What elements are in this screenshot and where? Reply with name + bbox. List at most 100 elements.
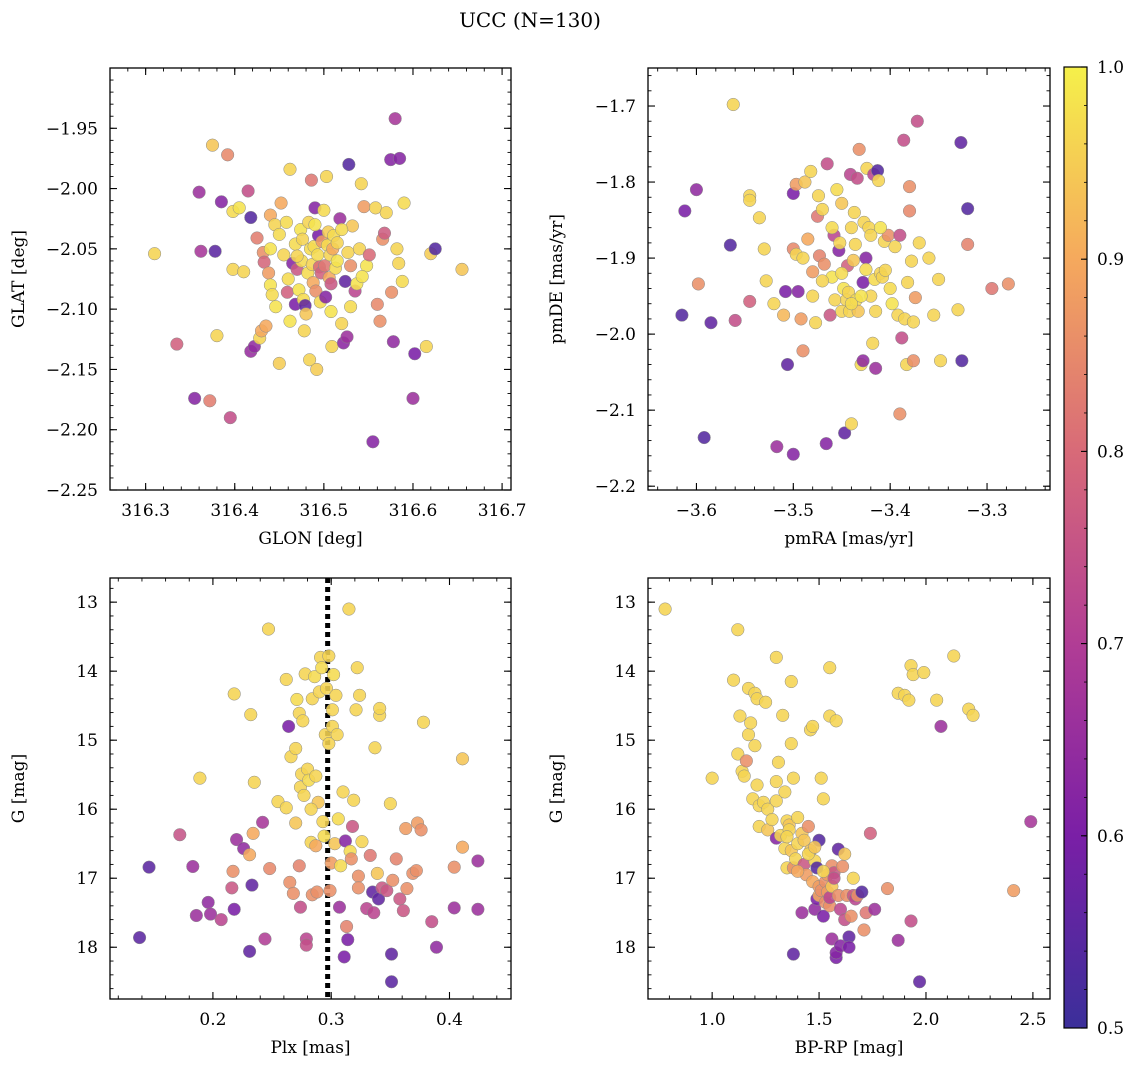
scatter-point	[390, 242, 404, 256]
scatter-point	[299, 307, 313, 321]
scatter-point	[947, 649, 961, 663]
scatter-point	[901, 275, 915, 289]
scatter-point	[388, 112, 402, 126]
scatter-point	[342, 602, 356, 616]
scatter-point	[902, 204, 917, 218]
scatter-point	[776, 708, 790, 722]
scatter-point	[290, 692, 304, 707]
x-tick-label: 316.5	[300, 501, 349, 521]
scatter-point	[856, 354, 870, 368]
scatter-point	[917, 666, 931, 680]
scatter-point	[820, 157, 834, 171]
scatter-point	[274, 196, 288, 210]
scatter-point	[934, 719, 948, 733]
y-tick-label: 16	[76, 800, 98, 820]
y-tick-label: −2.1	[595, 401, 636, 421]
scatter-point	[798, 175, 812, 189]
scatter-point	[447, 901, 461, 915]
scatter-point	[304, 173, 318, 187]
scatter-point	[308, 218, 322, 232]
x-tick-label: 0.4	[436, 1010, 463, 1030]
scatter-point	[830, 183, 844, 197]
scatter-point	[904, 254, 919, 268]
scatter-point	[891, 933, 905, 947]
scatter-point	[323, 884, 337, 898]
scatter-point	[244, 210, 258, 225]
scatter-point	[825, 932, 839, 946]
scatter-point	[296, 714, 310, 728]
scatter-point	[325, 703, 339, 717]
scatter-point	[258, 932, 272, 946]
scatter-point	[844, 417, 858, 431]
scatter-point	[885, 297, 899, 311]
scatter-point	[731, 747, 745, 761]
scatter-point	[455, 262, 469, 276]
scatter-point	[380, 884, 394, 898]
scatter-point	[848, 237, 862, 251]
scatter-point	[791, 864, 805, 878]
scatter-point	[912, 236, 926, 250]
y-tick-label: −1.95	[46, 119, 98, 139]
scatter-point	[836, 859, 850, 874]
scatter-point	[844, 297, 858, 311]
points-bottom-right	[658, 602, 1038, 989]
scatter-point	[933, 354, 948, 368]
scatter-point	[739, 754, 753, 768]
scatter-point	[859, 251, 873, 265]
scatter-point	[902, 693, 916, 707]
scatter-point	[194, 244, 208, 258]
panel-top-left: 316.3 316.4 316.5 316.6 316.7 −2.25 −2.20 −2.15…	[9, 67, 526, 549]
scatter-point	[893, 228, 907, 242]
scatter-point	[170, 337, 184, 351]
y-tick-label: −1.9	[595, 249, 636, 269]
scatter-point	[237, 265, 251, 279]
scatter-point	[906, 668, 920, 682]
scatter-point	[299, 938, 313, 952]
scatter-point	[795, 906, 809, 920]
scatter-point	[796, 344, 810, 358]
scatter-point	[857, 923, 871, 937]
scatter-point	[806, 289, 820, 303]
scatter-point	[282, 719, 296, 733]
scatter-point	[400, 882, 414, 896]
y-tick-label: −1.7	[595, 97, 636, 117]
scatter-point	[226, 262, 240, 276]
scatter-point	[871, 173, 886, 188]
x-tick-label: −3.4	[870, 501, 911, 521]
y-tick-label: −2.10	[46, 300, 98, 320]
scatter-point	[309, 769, 323, 783]
scatter-point	[283, 314, 297, 328]
scatter-point	[386, 335, 400, 349]
scatter-point	[189, 908, 203, 923]
scatter-point	[243, 848, 257, 862]
scatter-point	[325, 339, 339, 354]
scatter-point	[743, 193, 757, 207]
scatter-point	[241, 184, 255, 198]
scatter-point	[210, 329, 224, 343]
scatter-point	[133, 931, 147, 945]
scatter-point	[335, 317, 349, 331]
scatter-point	[399, 821, 413, 836]
scatter-point	[769, 775, 783, 789]
scatter-point	[804, 164, 818, 178]
scatter-point	[396, 904, 410, 918]
colorbar-gradient	[1063, 66, 1088, 1029]
scatter-point	[386, 873, 400, 887]
scatter-point	[336, 785, 350, 799]
scatter-point	[868, 902, 882, 916]
scatter-point	[223, 411, 237, 425]
scatter-point	[349, 703, 363, 717]
scatter-point	[311, 248, 325, 262]
colorbar-tick-label: 0.7	[1097, 635, 1124, 655]
scatter-point	[335, 223, 349, 237]
scatter-point	[801, 232, 815, 246]
scatter-point	[340, 330, 354, 344]
scatter-point	[331, 812, 345, 826]
panel-bottom-right: 1.0 1.5 2.0 2.5 13 14 15 16 17 18 BP-RP [mag] G [ma…	[547, 577, 1051, 1058]
scatter-point	[814, 771, 828, 785]
colorbar-tick-label: 0.5	[1097, 1019, 1124, 1039]
scatter-point	[316, 815, 330, 829]
scatter-point	[352, 242, 367, 256]
scatter-point	[784, 737, 798, 751]
scatter-point	[829, 714, 843, 728]
